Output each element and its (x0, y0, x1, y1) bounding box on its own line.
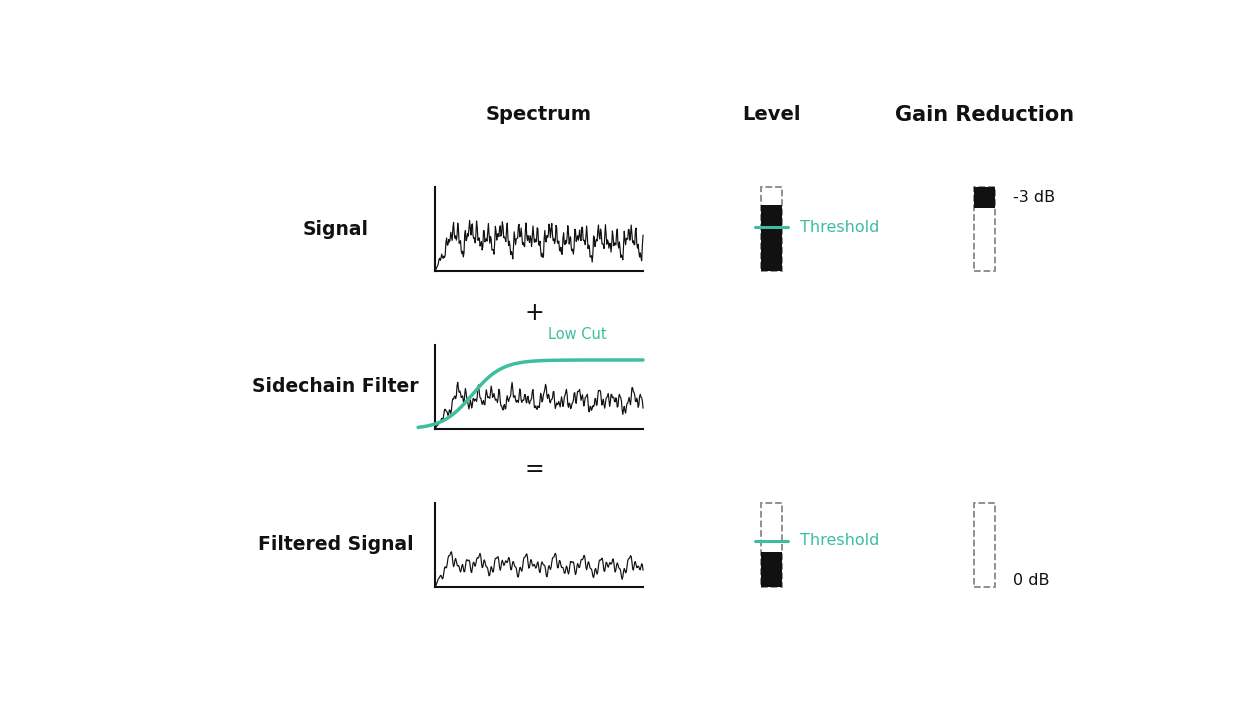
Text: Sidechain Filter: Sidechain Filter (253, 378, 419, 397)
Text: Level: Level (742, 105, 801, 124)
Text: =: = (524, 457, 544, 481)
Text: Threshold: Threshold (800, 533, 879, 548)
Bar (974, 503, 995, 587)
Bar (974, 187, 995, 208)
Text: Threshold: Threshold (800, 220, 879, 235)
Text: Low Cut: Low Cut (549, 327, 608, 342)
Text: -3 dB: -3 dB (1013, 190, 1055, 205)
Text: Spectrum: Spectrum (486, 105, 592, 124)
Text: 0 dB: 0 dB (1013, 573, 1049, 588)
Bar (761, 187, 782, 271)
Text: +: + (524, 301, 544, 325)
Text: Gain Reduction: Gain Reduction (895, 105, 1074, 124)
Bar (761, 503, 782, 587)
Text: Filtered Signal: Filtered Signal (258, 535, 414, 554)
Bar (761, 551, 782, 587)
Text: Signal: Signal (302, 220, 369, 238)
Bar (761, 206, 782, 271)
Bar (974, 187, 995, 271)
